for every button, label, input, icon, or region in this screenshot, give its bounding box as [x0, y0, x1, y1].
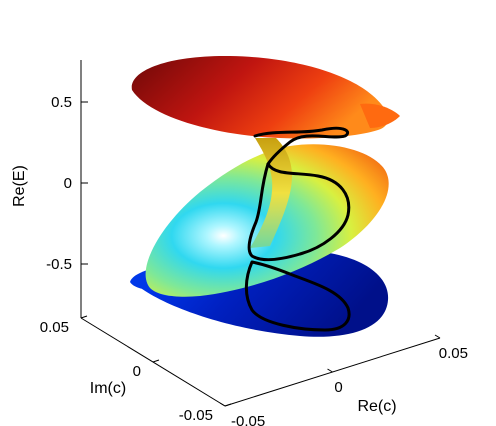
y-tick-label: 0.05 [40, 319, 69, 336]
trajectory-curves [244, 126, 351, 332]
x-tick-mark [327, 368, 333, 373]
x-axis-ticks: -0.05 0 0.05 [219, 334, 468, 426]
curve-bottom [244, 260, 351, 332]
y-tick-label: 0 [133, 363, 141, 380]
y-axis-label: Im(c) [90, 380, 126, 397]
z-tick-label: 0.5 [51, 94, 72, 111]
z-tick-label: 0 [64, 175, 72, 192]
y-tick-mark [80, 315, 88, 319]
y-tick-mark [224, 403, 232, 407]
surface-sheets [130, 55, 400, 337]
y-tick-mark [152, 359, 160, 363]
y-tick-label: -0.05 [179, 407, 213, 424]
curve-top [253, 126, 350, 166]
x-tick-mark [434, 334, 441, 339]
y-axis-ticks: 0.05 0 -0.05 [40, 315, 232, 424]
x-tick-mark [219, 402, 226, 407]
x-tick-label: -0.05 [231, 413, 265, 426]
z-axis-ticks: 0.5 0 -0.5 [46, 94, 88, 273]
x-tick-label: 0.05 [439, 345, 468, 362]
curve-middle [247, 162, 351, 262]
x-axis-label: Re(c) [357, 398, 396, 415]
z-tick-label: -0.5 [46, 256, 72, 273]
z-axis-label: Re(E) [11, 165, 28, 207]
x-tick-label: 0 [334, 379, 342, 396]
top-sheet [131, 55, 389, 139]
top-sheet-rim [360, 103, 400, 128]
throat [250, 138, 292, 248]
